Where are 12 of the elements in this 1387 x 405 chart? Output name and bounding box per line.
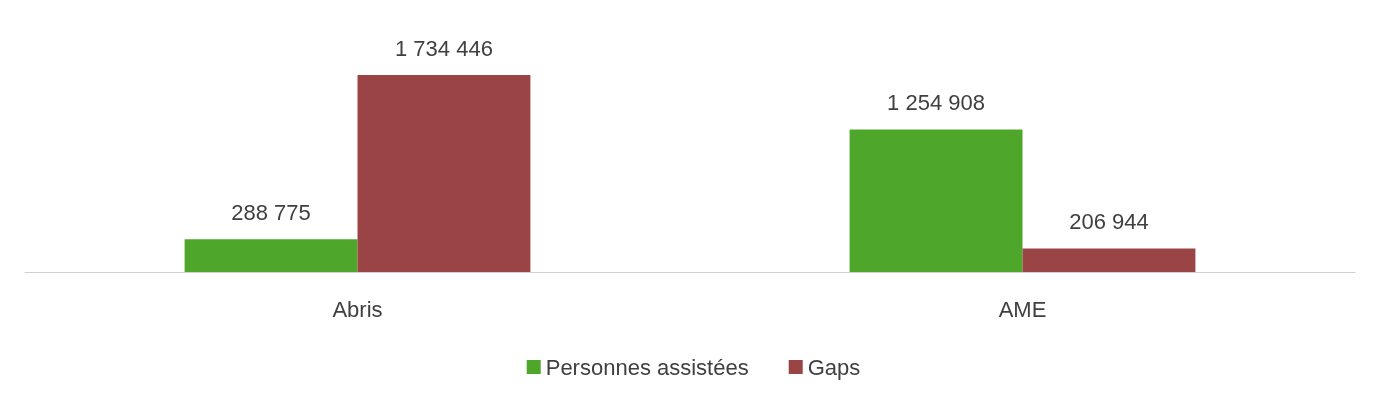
bar (184, 239, 358, 272)
data-label: 206 944 (1069, 209, 1149, 234)
x-tick-label: Abris (332, 296, 383, 322)
bar (357, 75, 531, 272)
data-label: 1 254 908 (887, 89, 985, 115)
bar (849, 129, 1023, 272)
data-label: 1 734 446 (395, 35, 493, 61)
legend-label: Personnes assistées (545, 354, 749, 380)
legend-label: Gaps (807, 354, 861, 380)
x-tick-label: AME (998, 296, 1047, 322)
bar (1022, 248, 1196, 272)
data-label: 288 775 (231, 199, 311, 225)
